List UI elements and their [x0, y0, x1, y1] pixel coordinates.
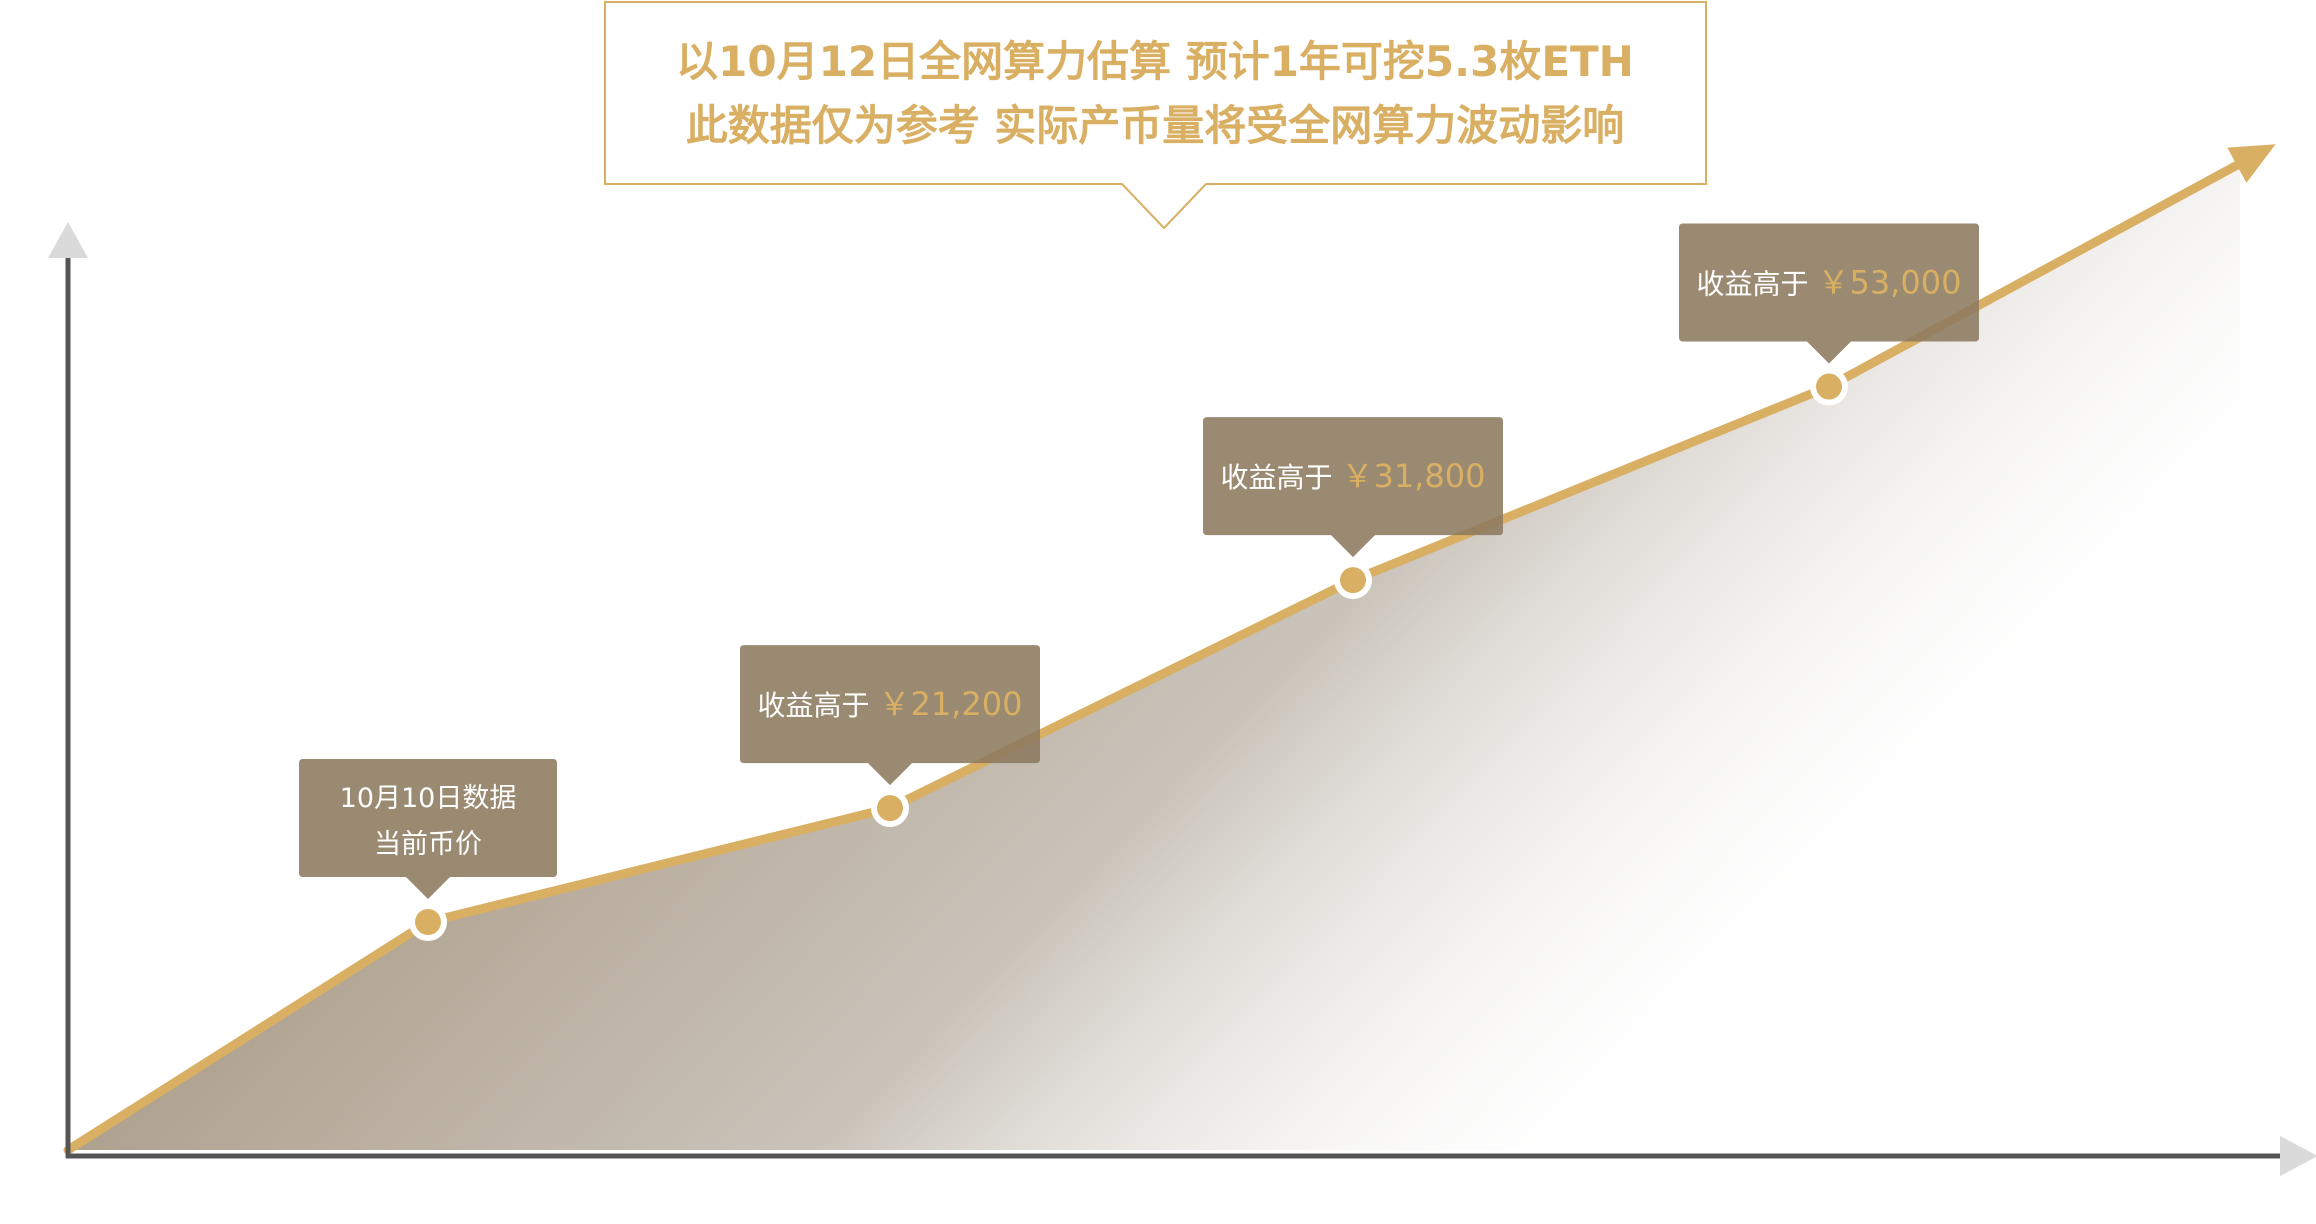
tooltip-1-line-2: 当前币价: [374, 829, 482, 860]
tooltip-2-prefix: 收益高于: [758, 689, 879, 722]
note-line-2: 此数据仅为参考 实际产币量将受全网算力波动影响: [686, 101, 1625, 150]
tooltip-3-box: [1203, 417, 1503, 558]
note-line-1: 以10月12日全网算力估算 预计1年可挖5.3枚ETH: [676, 37, 1634, 86]
tooltip-3: 收益高于 ￥31,800: [1203, 417, 1503, 558]
data-markers: [409, 367, 1848, 942]
note-box-frame: [604, 1, 1707, 230]
data-point-3: [1340, 567, 1366, 594]
y-axis-arrow: [48, 222, 88, 258]
tooltip-2-value: ￥21,200: [878, 685, 1022, 723]
tooltip-3-value: ￥31,800: [1341, 457, 1485, 495]
tooltip-2: 收益高于 ￥21,200: [740, 645, 1040, 786]
area-fill: [68, 163, 2240, 1150]
tooltip-1-line-1: 10月10日数据: [340, 783, 517, 814]
x-axis-arrow: [2280, 1136, 2316, 1176]
line-arrowhead: [2227, 144, 2276, 183]
tooltip-4-value: ￥53,000: [1817, 264, 1961, 302]
data-point-1: [415, 909, 441, 936]
data-point-4: [1816, 373, 1842, 400]
tooltip-1-box: [299, 759, 557, 900]
tooltip-2-box: [740, 645, 1040, 786]
tooltip-4-prefix: 收益高于: [1697, 268, 1818, 301]
tooltip-4-box: [1679, 223, 1979, 364]
tooltip-4: 收益高于 ￥53,000: [1679, 223, 1979, 364]
tooltip-3-prefix: 收益高于: [1221, 461, 1342, 494]
tooltip-3-label: 收益高于 ￥31,800: [1221, 457, 1486, 495]
data-point-2: [877, 795, 903, 822]
note-box: 以10月12日全网算力估算 预计1年可挖5.3枚ETH 此数据仅为参考 实际产币…: [604, 1, 1707, 230]
tooltip-4-label: 收益高于 ￥53,000: [1697, 264, 1962, 302]
tooltip-2-label: 收益高于 ￥21,200: [758, 685, 1023, 723]
series-line: [63, 159, 2244, 1155]
